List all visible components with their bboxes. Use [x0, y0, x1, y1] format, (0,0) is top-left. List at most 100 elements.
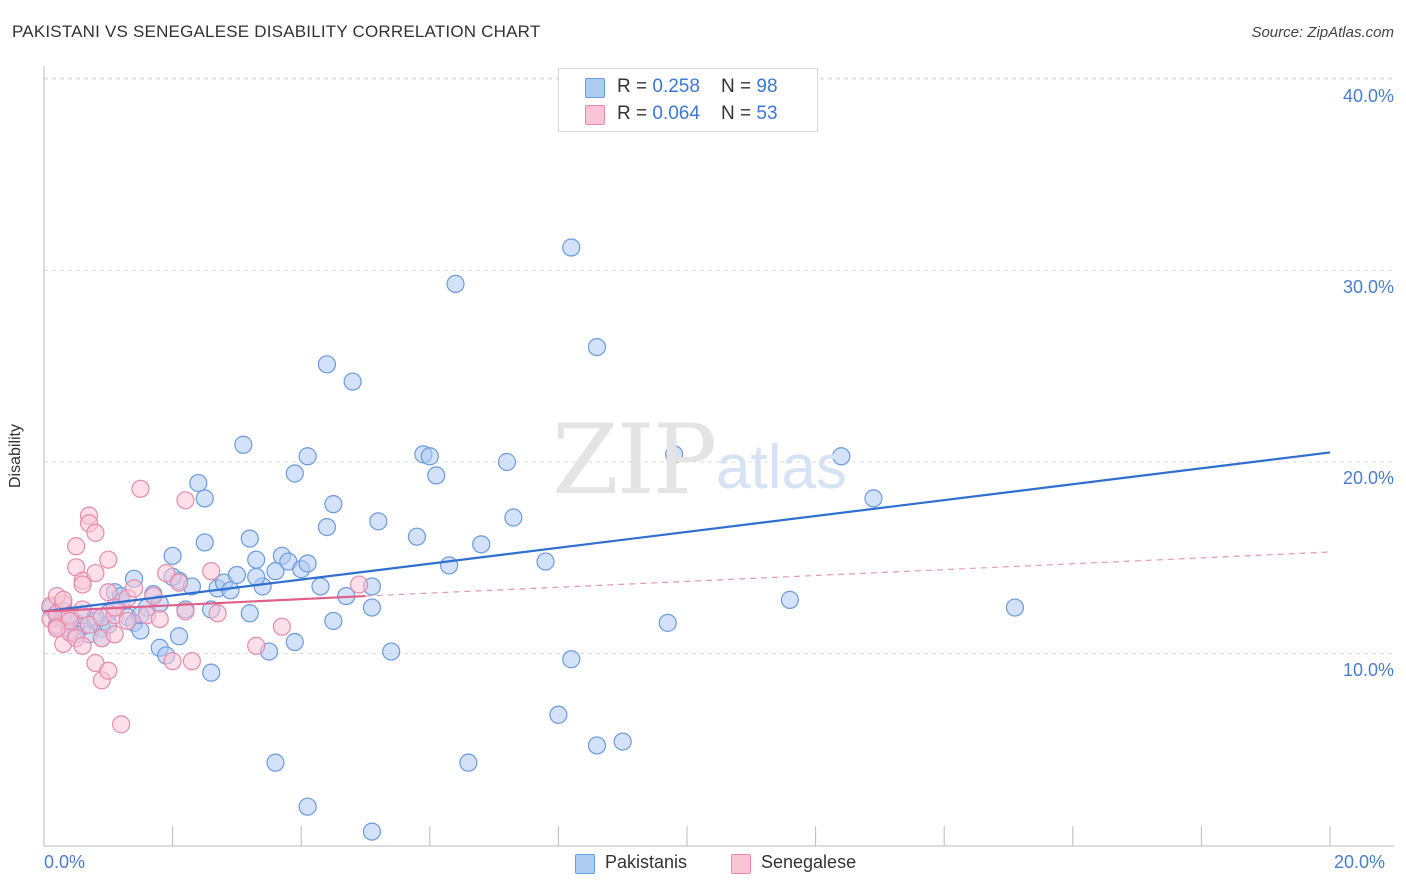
legend-r-value: 0.258: [652, 76, 700, 97]
point-senegalese: [176, 602, 195, 621]
point-senegalese: [202, 562, 221, 581]
point-pakistanis: [780, 590, 799, 609]
point-pakistanis: [1005, 598, 1025, 617]
legend-swatch-pakistanis: [585, 78, 605, 98]
point-pakistanis: [343, 372, 362, 391]
point-pakistanis: [665, 445, 684, 464]
point-pakistanis: [613, 732, 632, 751]
point-pakistanis: [221, 581, 240, 600]
point-senegalese: [131, 479, 150, 498]
point-pakistanis: [549, 705, 568, 724]
point-senegalese: [176, 491, 195, 510]
point-pakistanis: [587, 338, 607, 357]
point-senegalese: [73, 575, 92, 594]
legend-swatch-senegalese: [585, 105, 605, 125]
point-pakistanis: [317, 518, 337, 537]
axes: [43, 66, 1394, 847]
x-tick-label-min: 0.0%: [44, 852, 86, 872]
trend-line-senegalese: [43, 594, 366, 613]
x-tick-label-max: 20.0%: [1334, 852, 1386, 872]
y-axis-label: Disability: [7, 423, 24, 489]
point-senegalese: [349, 575, 369, 594]
point-pakistanis: [240, 604, 259, 623]
legend-n-label: N =: [721, 103, 757, 124]
point-pakistanis: [459, 753, 478, 772]
point-pakistanis: [562, 238, 581, 257]
point-pakistanis: [497, 452, 517, 472]
y-tick-label-30: 30.0%: [1342, 277, 1394, 297]
point-pakistanis: [247, 567, 266, 587]
series-swatch-pakistanis: [575, 854, 595, 874]
point-pakistanis: [427, 466, 446, 485]
point-senegalese: [272, 617, 292, 636]
data-points: [41, 238, 1025, 841]
point-pakistanis: [587, 736, 607, 755]
point-pakistanis: [536, 552, 555, 571]
y-tick-label-20: 20.0%: [1342, 468, 1394, 488]
point-pakistanis: [324, 495, 343, 514]
legend-n-label: N =: [721, 76, 757, 97]
point-pakistanis: [285, 632, 304, 652]
point-pakistanis: [298, 554, 317, 573]
point-senegalese: [99, 583, 118, 602]
point-pakistanis: [658, 613, 677, 632]
point-senegalese: [124, 579, 144, 598]
point-pakistanis: [169, 627, 189, 646]
point-pakistanis: [324, 611, 343, 631]
point-pakistanis: [163, 546, 182, 565]
point-pakistanis: [298, 447, 317, 466]
point-senegalese: [54, 590, 73, 609]
series-label-pakistanis: Pakistanis: [605, 852, 688, 872]
point-pakistanis: [382, 642, 401, 661]
gridlines: [44, 77, 1394, 654]
point-senegalese: [67, 537, 86, 556]
point-pakistanis: [832, 447, 851, 466]
trend-line-pakistanis: [43, 451, 1331, 613]
point-pakistanis: [311, 577, 330, 596]
series-swatch-senegalese: [731, 854, 751, 874]
legend-r-label: R =: [617, 103, 653, 124]
point-senegalese: [208, 604, 227, 623]
series-label-senegalese: Senegalese: [761, 852, 857, 872]
point-pakistanis: [369, 512, 388, 531]
point-pakistanis: [247, 550, 266, 569]
point-pakistanis: [407, 527, 427, 546]
point-senegalese: [86, 523, 105, 542]
point-pakistanis: [562, 650, 581, 669]
point-senegalese: [112, 715, 131, 734]
point-pakistanis: [266, 753, 285, 772]
source-label: Source: ZipAtlas.com: [1251, 24, 1394, 41]
point-senegalese: [105, 625, 124, 644]
point-pakistanis: [195, 533, 214, 552]
point-senegalese: [73, 636, 92, 655]
point-pakistanis: [202, 663, 221, 682]
point-senegalese: [99, 661, 118, 680]
point-pakistanis: [240, 529, 259, 548]
point-pakistanis: [504, 508, 523, 527]
point-senegalese: [157, 563, 176, 583]
point-senegalese: [47, 619, 66, 638]
point-senegalese: [118, 611, 137, 631]
watermark-atlas: atlas: [716, 433, 847, 502]
watermark-zip: ZIP: [552, 404, 717, 516]
point-senegalese: [169, 573, 189, 592]
point-pakistanis: [285, 464, 304, 483]
chart-title: PAKISTANI VS SENEGALESE DISABILITY CORRE…: [12, 22, 541, 41]
legend-n-value: 98: [756, 76, 778, 97]
point-pakistanis: [362, 822, 382, 841]
point-pakistanis: [864, 489, 883, 508]
point-pakistanis: [317, 355, 337, 374]
point-pakistanis: [189, 473, 208, 493]
point-pakistanis: [227, 565, 246, 585]
point-senegalese: [163, 652, 182, 671]
point-senegalese: [150, 609, 169, 629]
series-legend: Pakistanis Senegalese: [0, 852, 1406, 876]
point-senegalese: [86, 563, 105, 583]
correlation-legend: R = 0.258 N = 98 R = 0.064 N = 53: [558, 68, 818, 132]
point-pakistanis: [298, 797, 317, 816]
legend-n-value: 53: [756, 103, 778, 124]
y-tick-label-10: 10.0%: [1342, 660, 1394, 680]
point-senegalese: [99, 550, 118, 569]
point-pakistanis: [420, 447, 439, 466]
point-senegalese: [247, 636, 266, 655]
